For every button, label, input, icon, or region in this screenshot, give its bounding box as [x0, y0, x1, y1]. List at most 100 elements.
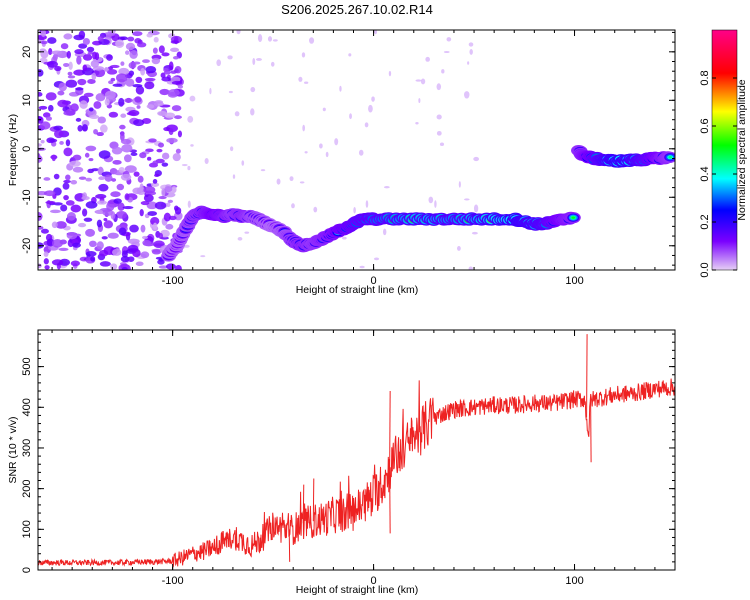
heatmap-noise-cell	[107, 66, 114, 70]
heatmap-noise-cell	[112, 83, 123, 87]
heatmap-noise-cell	[250, 108, 255, 116]
heatmap-noise-cell	[77, 124, 83, 132]
heatmap-noise-cell	[93, 101, 102, 109]
heatmap-noise-cell	[127, 36, 135, 42]
heatmap-noise-cell	[38, 105, 48, 110]
heatmap-noise-cell	[104, 90, 116, 100]
heatmap-noise-cell	[144, 77, 156, 82]
heatmap-noise-cell	[81, 124, 88, 132]
heatmap-noise-cell	[171, 80, 183, 85]
heatmap-noise-cell	[118, 227, 127, 236]
heatmap-noise-cell	[304, 151, 308, 154]
heatmap-noise-cell	[95, 93, 106, 102]
heatmap-noise-cell	[38, 225, 44, 230]
heatmap-noise-cell	[164, 186, 173, 193]
heatmap-noise-cell	[60, 204, 68, 212]
heatmap-noise-cell	[107, 232, 119, 239]
snr-spike	[389, 469, 391, 534]
heatmap-noise-cell	[135, 76, 143, 84]
heatmap-noise-cell	[270, 61, 275, 67]
heatmap-cells	[38, 30, 675, 270]
heatmap-noise-cell	[87, 79, 96, 84]
heatmap-noise-cell	[468, 266, 473, 270]
heatmap-noise-cell	[74, 49, 84, 55]
heatmap-noise-cell	[53, 173, 60, 180]
heatmap-noise-cell	[145, 65, 157, 74]
heatmap-noise-cell	[39, 57, 48, 64]
colorbar-gradient	[711, 29, 738, 271]
heatmap-noise-cell	[40, 40, 48, 45]
heatmap-noise-cell	[101, 236, 108, 240]
heatmap-noise-cell	[65, 174, 71, 181]
snr-spike	[590, 399, 592, 463]
heatmap-noise-cell	[136, 42, 147, 48]
heatmap-noise-cell	[349, 113, 352, 120]
heatmap-noise-cell	[139, 209, 144, 217]
heatmap-noise-cell	[100, 124, 108, 133]
heatmap-noise-cell	[134, 96, 142, 103]
heatmap-noise-cell	[177, 84, 184, 89]
heatmap-noise-cell	[161, 152, 170, 160]
colorbar-tick-label: 0.2	[699, 214, 711, 229]
snr-y-tick-label: 200	[21, 479, 33, 497]
heatmap-noise-cell	[443, 50, 450, 54]
heatmap-noise-cell	[90, 256, 96, 262]
heatmap-noise-cell	[118, 97, 125, 107]
heatmap-noise-cell	[65, 79, 78, 88]
heatmap-noise-cell	[78, 30, 86, 39]
heatmap-noise-cell	[120, 255, 130, 263]
spectrogram-y-tick-label: -20	[21, 238, 33, 254]
heatmap-noise-cell	[115, 210, 128, 219]
heatmap-noise-cell	[415, 122, 419, 125]
heatmap-noise-cell	[129, 224, 139, 233]
heatmap-noise-cell	[383, 185, 390, 189]
spectrogram-x-tick-label: 0	[371, 275, 377, 287]
colorbar-tick-label: 0.6	[699, 118, 711, 133]
spectrogram-y-ticks: -20 -10 0 10 20	[21, 31, 675, 266]
heatmap-noise-cell	[88, 157, 94, 162]
heatmap-noise-cell	[78, 43, 88, 49]
heatmap-noise-cell	[353, 207, 356, 214]
heatmap-noise-cell	[436, 114, 442, 120]
heatmap-noise-cell	[82, 54, 93, 61]
heatmap-noise-cell	[97, 116, 106, 124]
heatmap-noise-cell	[304, 81, 309, 84]
heatmap-noise-cell	[135, 85, 145, 95]
heatmap-noise-cell	[63, 194, 69, 201]
heatmap-noise-cell	[121, 144, 133, 153]
heatmap-noise-cell	[161, 52, 170, 57]
heatmap-noise-cell	[132, 31, 143, 37]
heatmap-noise-cell	[232, 174, 236, 179]
heatmap-noise-cell	[153, 101, 164, 107]
heatmap-noise-cell	[364, 122, 369, 128]
spectrogram-y-tick-label: 0	[21, 146, 33, 152]
heatmap-noise-cell	[473, 156, 480, 162]
heatmap-noise-cell	[382, 228, 387, 236]
spectrogram-x-tick-label: -100	[162, 275, 184, 287]
heatmap-noise-cell	[110, 191, 121, 198]
heatmap-noise-cell	[170, 76, 181, 83]
heatmap-noise-cell	[66, 232, 78, 240]
heatmap-noise-cell	[117, 202, 125, 211]
heatmap-noise-cell	[161, 162, 169, 167]
heatmap-noise-cell	[78, 222, 87, 228]
heatmap-noise-cell	[237, 237, 243, 241]
heatmap-noise-cell	[85, 251, 97, 257]
heatmap-noise-cell	[325, 151, 329, 158]
heatmap-noise-cell	[87, 51, 94, 55]
heatmap-noise-cell	[425, 56, 430, 62]
heatmap-noise-cell	[464, 91, 470, 99]
heatmap-noise-cell	[65, 139, 71, 147]
heatmap-noise-cell	[66, 50, 71, 59]
heatmap-noise-cell	[120, 36, 128, 41]
heatmap-noise-cell	[53, 202, 63, 206]
heatmap-noise-cell	[47, 37, 57, 44]
heatmap-noise-cell	[365, 200, 369, 208]
heatmap-noise-cell	[40, 30, 47, 37]
heatmap-ridge-cell	[571, 216, 576, 219]
heatmap-noise-cell	[98, 150, 111, 159]
heatmap-noise-cell	[313, 206, 318, 213]
heatmap-noise-cell	[103, 32, 115, 37]
heatmap-noise-cell	[183, 244, 190, 248]
spectrogram-y-axis-label: Frequency (Hz)	[7, 114, 19, 186]
